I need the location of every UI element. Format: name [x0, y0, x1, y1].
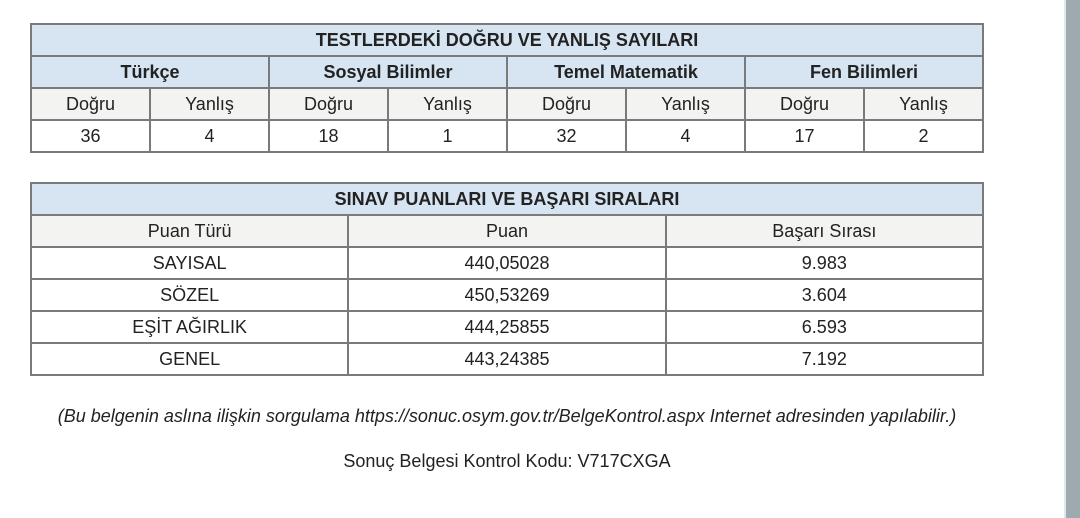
- score-type: SÖZEL: [29, 278, 350, 312]
- table-row: SAYISAL 440,05028 9.983: [29, 246, 985, 280]
- correct-count: 18: [268, 119, 389, 153]
- correct-label: Doğru: [30, 87, 151, 121]
- score-type: SAYISAL: [29, 246, 350, 280]
- table-title: SINAV PUANLARI VE BAŞARI SIRALARI: [30, 182, 984, 216]
- score-value: 450,53269: [347, 278, 667, 312]
- score-value: 443,24385: [347, 342, 667, 376]
- wrong-label: Yanlış: [149, 87, 270, 121]
- column-header: Puan: [347, 214, 667, 248]
- wrong-count: 2: [863, 119, 984, 153]
- subject-header: Fen Bilimleri: [744, 55, 984, 89]
- subject-header: Türkçe: [30, 55, 270, 89]
- subject-header: Temel Matematik: [506, 55, 746, 89]
- correct-count: 17: [744, 119, 865, 153]
- wrong-label: Yanlış: [863, 87, 984, 121]
- wrong-label: Yanlış: [387, 87, 508, 121]
- scrollbar[interactable]: [1064, 0, 1080, 518]
- correct-count: 36: [30, 119, 151, 153]
- column-header: Başarı Sırası: [664, 214, 985, 248]
- table-row: GENEL 443,24385 7.192: [29, 342, 985, 376]
- correct-label: Doğru: [268, 87, 389, 121]
- subject-header: Sosyal Bilimler: [268, 55, 508, 89]
- table-title: TESTLERDEKİ DOĞRU VE YANLIŞ SAYILARI: [30, 23, 984, 57]
- verification-note: (Bu belgenin aslına ilişkin sorgulama ht…: [57, 406, 957, 426]
- correct-wrong-table: TESTLERDEKİ DOĞRU VE YANLIŞ SAYILARI Tür…: [30, 23, 984, 153]
- correct-label: Doğru: [744, 87, 865, 121]
- score-type: GENEL: [29, 342, 350, 376]
- table-row: SÖZEL 450,53269 3.604: [29, 278, 985, 312]
- rank: 7.192: [664, 342, 985, 376]
- wrong-count: 4: [149, 119, 270, 153]
- rank: 9.983: [664, 246, 985, 280]
- score-type: EŞİT AĞIRLIK: [29, 310, 350, 344]
- rank: 3.604: [664, 278, 985, 312]
- correct-label: Doğru: [506, 87, 627, 121]
- wrong-count: 1: [387, 119, 508, 153]
- control-code: Sonuç Belgesi Kontrol Kodu: V717CXGA: [343, 451, 671, 471]
- wrong-count: 4: [625, 119, 746, 153]
- scores-table: SINAV PUANLARI VE BAŞARI SIRALARI Puan T…: [29, 182, 985, 376]
- wrong-label: Yanlış: [625, 87, 746, 121]
- score-value: 444,25855: [347, 310, 667, 344]
- correct-count: 32: [506, 119, 627, 153]
- rank: 6.593: [664, 310, 985, 344]
- table-row: EŞİT AĞIRLIK 444,25855 6.593: [29, 310, 985, 344]
- column-header: Puan Türü: [29, 214, 350, 248]
- score-value: 440,05028: [347, 246, 667, 280]
